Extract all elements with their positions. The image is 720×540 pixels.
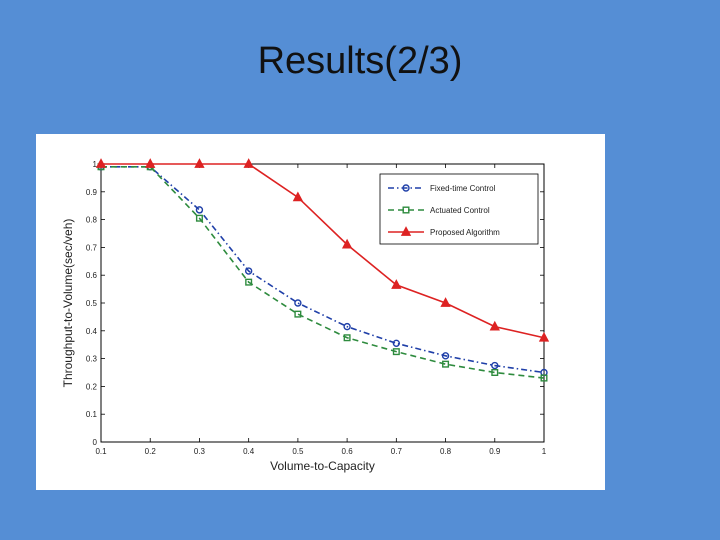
data-point — [195, 206, 204, 214]
data-point — [402, 184, 410, 192]
legend-label: Proposed Algorithm — [430, 228, 500, 237]
data-point — [194, 158, 205, 168]
series-layer — [95, 158, 550, 382]
series-proposed-algorithm — [95, 158, 550, 342]
y-tick-label: 0.3 — [86, 355, 98, 364]
x-tick-label: 0.9 — [489, 447, 501, 456]
x-tick-label: 0.6 — [342, 447, 354, 456]
data-point — [538, 331, 550, 342]
data-point — [442, 360, 450, 368]
line-chart: 00.10.20.30.40.50.60.70.80.91 0.1 0.2 0.3 0… — [61, 158, 550, 473]
chart-figure: 0 0.1 0.2 0.3 0.4 0.5 0.6 0.7 0.8 0.9 1 0.1 0.2 0.3 0… — [36, 134, 605, 490]
data-point — [540, 374, 548, 382]
legend-label: Fixed-time Control — [430, 184, 496, 193]
data-point — [391, 279, 402, 289]
data-point — [245, 278, 253, 286]
y-tick-label: 1 — [93, 160, 98, 169]
y-tick-label: 0.8 — [86, 216, 98, 225]
data-point — [343, 322, 351, 331]
y-tick-label: 0.9 — [86, 188, 98, 197]
data-point — [440, 297, 451, 307]
data-point — [294, 310, 302, 318]
y-ticks: 0 0.1 0.2 0.3 0.4 0.5 0.6 0.7 0.8 0.9 1 — [86, 160, 544, 447]
data-point — [489, 320, 500, 331]
data-point — [145, 158, 156, 168]
series-fixed-time-control — [97, 163, 548, 377]
series-line — [101, 165, 545, 374]
data-point — [243, 158, 254, 168]
data-point — [392, 348, 400, 356]
x-tick-label: 0.8 — [440, 447, 452, 456]
series-actuated-control — [97, 163, 548, 382]
data-point — [294, 299, 302, 307]
legend-label: Actuated Control — [430, 206, 490, 215]
x-tick-label: 0.4 — [243, 447, 255, 456]
series-line — [101, 165, 545, 379]
data-point — [400, 226, 412, 236]
series-line — [101, 163, 545, 339]
data-point — [491, 361, 499, 370]
slide-title: Results(2/3) — [257, 40, 463, 82]
data-point — [341, 238, 353, 249]
data-point — [491, 368, 499, 376]
data-point — [292, 191, 304, 202]
legend: Fixed-time Control Actuated Control Propos… — [379, 173, 539, 245]
y-tick-label: 0.6 — [86, 271, 98, 280]
data-point — [441, 352, 450, 360]
x-tick-label: 0.5 — [292, 447, 304, 456]
data-point — [343, 334, 351, 342]
y-tick-label: 0.5 — [86, 299, 98, 308]
y-tick-label: 0.4 — [86, 327, 98, 336]
x-tick-label: 1 — [542, 447, 547, 456]
y-tick-label: 0 — [93, 438, 98, 447]
x-tick-label: 0.7 — [391, 447, 403, 456]
x-ticks: 0.1 0.2 0.3 0.4 0.5 0.6 0.7 0.8 0.9 1 — [95, 164, 547, 456]
data-point — [402, 206, 410, 214]
data-point — [195, 214, 203, 222]
x-tick-label: 0.1 — [95, 447, 107, 456]
x-tick-label: 0.3 — [194, 447, 206, 456]
y-tick-label: 0.7 — [86, 243, 98, 252]
y-axis-label: Throughput-to-Volume(sec/veh) — [61, 219, 75, 388]
y-tick-label: 0.1 — [86, 410, 98, 419]
y-tick-label: 0.2 — [86, 382, 98, 391]
data-point — [244, 267, 253, 275]
data-point — [95, 158, 107, 168]
x-axis-label: Volume-to-Capacity — [270, 459, 375, 473]
data-point — [392, 339, 401, 348]
x-tick-label: 0.2 — [145, 447, 157, 456]
